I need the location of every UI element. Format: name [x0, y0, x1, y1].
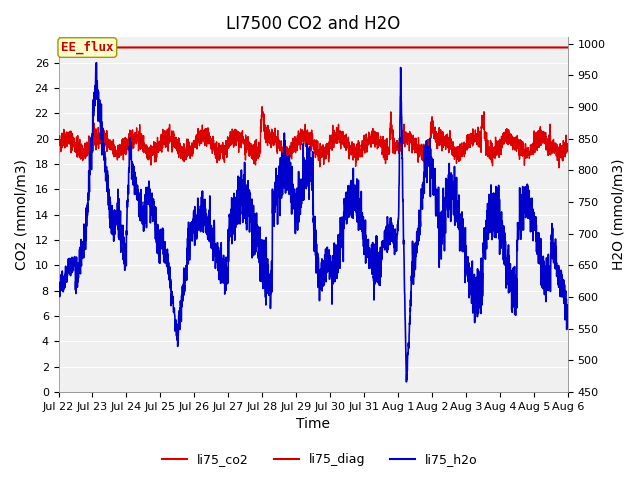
Y-axis label: H2O (mmol/m3): H2O (mmol/m3)	[611, 159, 625, 270]
Text: EE_flux: EE_flux	[61, 41, 113, 54]
Legend: li75_co2, li75_diag, li75_h2o: li75_co2, li75_diag, li75_h2o	[157, 448, 483, 471]
Title: LI7500 CO2 and H2O: LI7500 CO2 and H2O	[226, 15, 400, 33]
Y-axis label: CO2 (mmol/m3): CO2 (mmol/m3)	[15, 159, 29, 270]
X-axis label: Time: Time	[296, 418, 330, 432]
